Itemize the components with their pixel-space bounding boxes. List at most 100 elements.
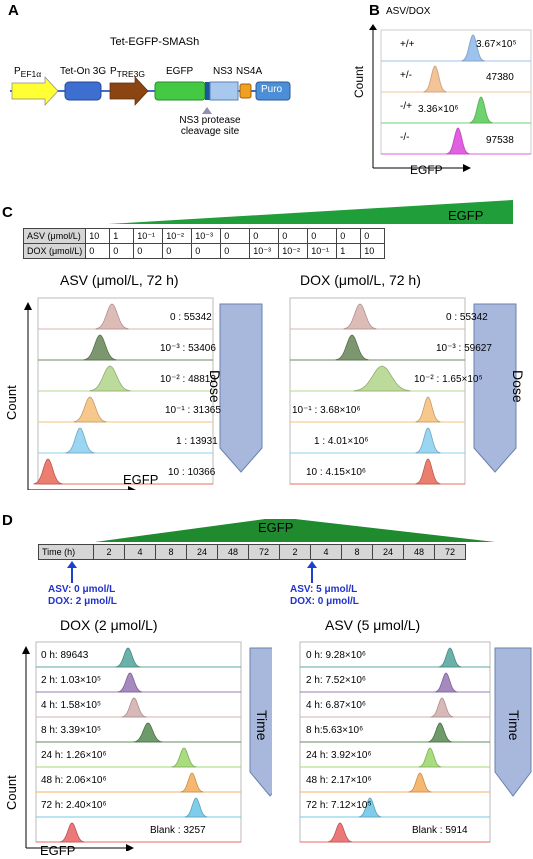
panel-b-x-arrowhead (463, 164, 471, 172)
panel-d-letter: D (2, 512, 13, 529)
panel-b-peak (461, 34, 485, 62)
egfp-label: EGFP (166, 66, 194, 77)
puro-block (255, 81, 291, 101)
asv-row-header: ASV (μmol/L) (22, 228, 87, 244)
panel-c-egfp-label: EGFP (448, 208, 484, 223)
time-label-right: Time (506, 710, 522, 741)
histogram-peak (184, 797, 208, 818)
panel-c-right-title: DOX (μmol/L, 72 h) (300, 272, 421, 288)
table-cell: 0 (360, 228, 386, 244)
time-cell: 4 (124, 544, 156, 560)
cleavage-site-marker (202, 107, 212, 114)
panel-d-left-title: DOX (2 μmol/L) (60, 617, 158, 633)
histogram-peak (408, 772, 432, 793)
panel-b-row-label: -/- (400, 132, 410, 143)
histogram-peak (89, 365, 131, 392)
panel-b-peak (446, 127, 470, 155)
egfp-block (154, 81, 206, 101)
panel-d-ylabel: Count (4, 775, 19, 810)
table-cell: 0 (278, 228, 309, 244)
histogram-peak (353, 365, 411, 392)
histogram-peak (430, 697, 454, 718)
time-cell: 8 (341, 544, 373, 560)
panel-b-peak (423, 65, 447, 93)
table-cell: 1 (336, 243, 362, 259)
histogram-peak (358, 797, 382, 818)
table-cell: 0 (191, 243, 222, 259)
histogram-row-label: 0 : 55342 (446, 312, 488, 323)
time-cell: 24 (372, 544, 404, 560)
x-arrowhead (128, 486, 136, 490)
histogram-row-label: 4 h: 6.87×10⁶ (306, 700, 366, 711)
promoter-ef1a-arrow (11, 76, 59, 106)
histogram-row-label: 0 h: 9.28×10⁶ (306, 650, 366, 661)
histogram-peak (415, 396, 441, 423)
time-cell: 72 (248, 544, 280, 560)
dose-label-right: Dose (510, 370, 526, 403)
panel-c-left-histograms (24, 297, 263, 490)
panel-b-peak (469, 96, 493, 124)
panel-b-row-label: -/+ (400, 101, 412, 112)
panel-b-xlabel: EGFP (410, 163, 443, 177)
panel-c-left-title: ASV (μmol/L, 72 h) (60, 272, 179, 288)
y-arrowhead (24, 302, 32, 310)
ns4a-block (239, 83, 252, 99)
puro-label: Puro (261, 84, 283, 95)
table-cell: 0 (336, 228, 362, 244)
asv-row: ASV (μmol/L) 10 1 10⁻¹ 10⁻² 10⁻³ 0 0 0 0… (22, 228, 386, 244)
histogram-peak (83, 334, 117, 361)
histogram-peak (33, 458, 63, 485)
panel-c-letter: C (2, 204, 13, 221)
tet-on-label: Tet-On 3G (60, 66, 107, 77)
histogram-row-label: 24 h: 1.26×10⁶ (41, 750, 107, 761)
histogram-peak (95, 303, 129, 330)
cleavage-site-label: NS3 protease cleavage site (179, 115, 241, 137)
ns3-label: NS3 (213, 66, 233, 77)
histogram-peak (59, 822, 85, 843)
time-header: Time (h) (38, 544, 94, 560)
histogram-peak (133, 722, 163, 743)
histogram-row-label: 2 h: 7.52×10⁶ (306, 675, 366, 686)
arrow2-condition: ASV: 5 μmol/L DOX: 0 μmol/L (290, 584, 359, 607)
histogram-row-label: 10⁻³ : 59627 (436, 343, 492, 354)
dose-chevron (494, 647, 532, 797)
panel-b-letter: B (369, 2, 380, 19)
time-cell: 24 (186, 544, 218, 560)
time-cell: 2 (93, 544, 125, 560)
histogram-peak (121, 697, 147, 718)
histogram-peak (415, 458, 441, 485)
ns4a-label: NS4A (236, 66, 263, 77)
dose-chevron (249, 647, 272, 797)
histogram-row-label: 2 h: 1.03×10⁵ (41, 675, 102, 686)
panel-c-ylabel: Count (4, 385, 19, 420)
histogram-peak (117, 672, 143, 693)
histogram-row-label: 10 : 10366 (168, 467, 216, 478)
panel-a-title: Tet-EGFP-SMASh (110, 36, 200, 48)
histogram-peak (65, 427, 95, 454)
histogram-row-label: 10⁻¹ : 31365 (165, 405, 221, 416)
panel-c-right-histograms (289, 297, 517, 485)
histogram-row-label: 10⁻³ : 53406 (160, 343, 216, 354)
table-cell: 10⁻³ (249, 243, 280, 259)
panel-b-header: ASV/DOX (386, 6, 431, 17)
x-arrowhead (126, 844, 134, 851)
histogram-peak (438, 647, 462, 668)
panel-b-y-arrowhead (369, 24, 377, 30)
dose-chevron (473, 303, 517, 473)
dose-label-left: Dose (207, 370, 223, 403)
histogram-peak (327, 822, 353, 843)
histogram-peak (180, 772, 204, 793)
panel-d-time-table: Time (h) 2 4 8 24 48 72 2 4 8 24 48 72 (38, 544, 466, 560)
table-cell: 0 (249, 228, 280, 244)
ns3-block (209, 81, 239, 101)
panel-b-row-label: +/- (400, 70, 412, 81)
table-cell: 10⁻¹ (133, 228, 164, 244)
histogram-peak (418, 747, 442, 768)
promoter-ef1a-label: PEF1α (14, 66, 42, 79)
promoter-tre3g-arrow (109, 76, 149, 106)
table-cell: 10⁻³ (191, 228, 222, 244)
panel-c-xlabel: EGFP (123, 472, 159, 487)
histogram-peak (415, 427, 441, 454)
panel-b-value: 3.67×10⁵ (476, 39, 517, 50)
histogram-row-label: 72 h: 7.12×10⁵ (306, 800, 372, 811)
